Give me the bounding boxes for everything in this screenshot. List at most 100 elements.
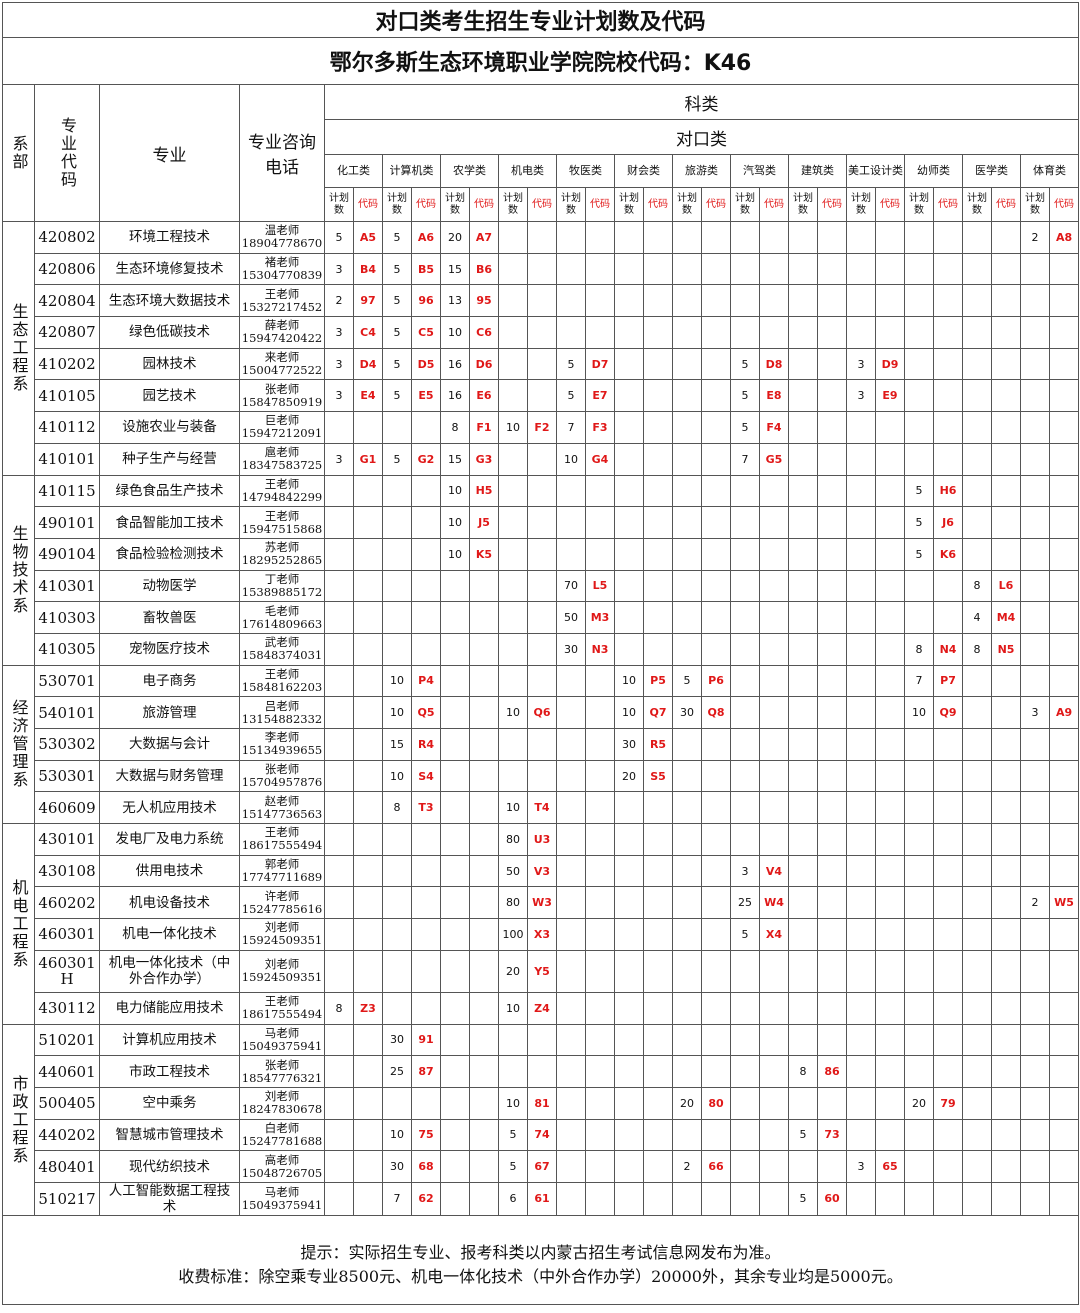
empty-cell xyxy=(527,442,557,476)
empty-cell xyxy=(382,991,412,1025)
plan-code: L6 xyxy=(991,569,1021,603)
empty-cell xyxy=(759,1118,789,1152)
empty-cell xyxy=(353,632,383,666)
plan-code: W5 xyxy=(1048,886,1080,920)
empty-cell xyxy=(556,474,586,508)
empty-cell xyxy=(672,886,702,920)
plan-code: F4 xyxy=(759,411,789,444)
empty-cell xyxy=(643,442,673,476)
empty-cell xyxy=(498,601,528,634)
empty-cell xyxy=(730,664,760,698)
major-code: 500405 xyxy=(34,1086,100,1120)
phone: 15004772522 xyxy=(241,363,323,378)
empty-cell xyxy=(904,252,934,286)
empty-cell xyxy=(875,411,905,444)
phone: 15304770839 xyxy=(241,268,323,283)
empty-cell xyxy=(527,474,557,508)
teacher: 王老师 xyxy=(264,994,300,1009)
empty-cell xyxy=(788,632,818,666)
empty-cell xyxy=(527,664,557,698)
contact: 张老师 18547776321 xyxy=(239,1055,325,1088)
empty-cell xyxy=(440,696,470,729)
empty-cell xyxy=(585,316,615,349)
contact: 吕老师 13154882332 xyxy=(239,696,325,729)
empty-cell xyxy=(875,632,905,666)
empty-cell xyxy=(556,1086,586,1120)
empty-cell xyxy=(1048,991,1080,1025)
empty-cell xyxy=(469,1150,499,1183)
empty-cell xyxy=(875,284,905,318)
plan-code: W4 xyxy=(759,886,789,920)
plan-code: M3 xyxy=(585,601,615,634)
plan-count: 5 xyxy=(904,506,934,539)
empty-cell xyxy=(701,1118,731,1152)
major-row: 生物技术系 410115 绿色食品生产技术 王老师 14794842299 10 H5 5 H6 xyxy=(2,474,1080,666)
empty-cell xyxy=(440,601,470,634)
empty-cell xyxy=(643,632,673,666)
plan-code: Q8 xyxy=(701,696,731,729)
empty-cell xyxy=(614,949,644,993)
empty-cell xyxy=(730,284,760,318)
code-label: 代码 xyxy=(875,187,905,222)
empty-cell xyxy=(614,569,644,603)
empty-cell xyxy=(614,991,644,1025)
empty-cell xyxy=(585,854,615,888)
empty-cell xyxy=(846,728,876,761)
empty-cell xyxy=(730,569,760,603)
major-name: 园艺技术 xyxy=(99,379,240,413)
empty-cell xyxy=(933,1150,963,1183)
empty-cell xyxy=(1020,537,1050,571)
empty-cell xyxy=(875,664,905,698)
major-code: 510201 xyxy=(34,1023,100,1057)
empty-cell xyxy=(527,379,557,413)
empty-cell xyxy=(904,1118,934,1152)
empty-cell xyxy=(788,696,818,729)
empty-cell xyxy=(382,886,412,920)
plan-code: E9 xyxy=(875,379,905,413)
empty-cell xyxy=(759,664,789,698)
empty-cell xyxy=(353,823,383,856)
major-name: 供用电技术 xyxy=(99,854,240,888)
major-name: 设施农业与装备 xyxy=(99,411,240,444)
major-name: 大数据与财务管理 xyxy=(99,759,240,793)
major-code: 410115 xyxy=(34,474,100,508)
major-code: 460609 xyxy=(34,791,100,825)
plan-code: K6 xyxy=(933,537,963,571)
empty-cell xyxy=(556,284,586,318)
empty-cell xyxy=(672,284,702,318)
plan-count: 3 xyxy=(1020,696,1050,729)
plan-code: 86 xyxy=(817,1055,847,1088)
empty-cell xyxy=(672,1181,702,1216)
plan-count: 5 xyxy=(730,411,760,444)
empty-cell xyxy=(614,1023,644,1057)
plan-count: 5 xyxy=(382,379,412,413)
empty-cell xyxy=(817,379,847,413)
empty-cell xyxy=(701,949,731,993)
empty-cell xyxy=(353,918,383,951)
empty-cell xyxy=(701,221,731,254)
empty-cell xyxy=(324,823,354,856)
major-code: 530301 xyxy=(34,759,100,793)
plan-count: 5 xyxy=(904,474,934,508)
empty-cell xyxy=(411,474,441,508)
empty-cell xyxy=(875,601,905,634)
empty-cell xyxy=(411,949,441,993)
plan-count: 5 xyxy=(382,221,412,254)
major-row: 440601 市政工程技术 张老师 18547776321 25 87 8 86 xyxy=(3,1055,1080,1088)
empty-cell xyxy=(962,759,992,793)
empty-cell xyxy=(440,1181,470,1216)
empty-cell xyxy=(614,1055,644,1088)
empty-cell xyxy=(875,442,905,476)
empty-cell xyxy=(962,474,992,508)
empty-cell xyxy=(411,537,441,571)
empty-cell xyxy=(933,991,963,1025)
empty-cell xyxy=(904,886,934,920)
subtitle: 鄂尔多斯生态环境职业学院院校代码：K46 xyxy=(1,37,1080,85)
empty-cell xyxy=(643,284,673,318)
empty-cell xyxy=(324,1118,354,1152)
empty-cell xyxy=(382,601,412,634)
empty-cell xyxy=(701,728,731,761)
empty-cell xyxy=(585,886,615,920)
empty-cell xyxy=(933,1023,963,1057)
major-row: 460301 H 机电一体化技术（中外合作办学） 刘老师 15924509351 20 Y… xyxy=(3,949,1080,993)
